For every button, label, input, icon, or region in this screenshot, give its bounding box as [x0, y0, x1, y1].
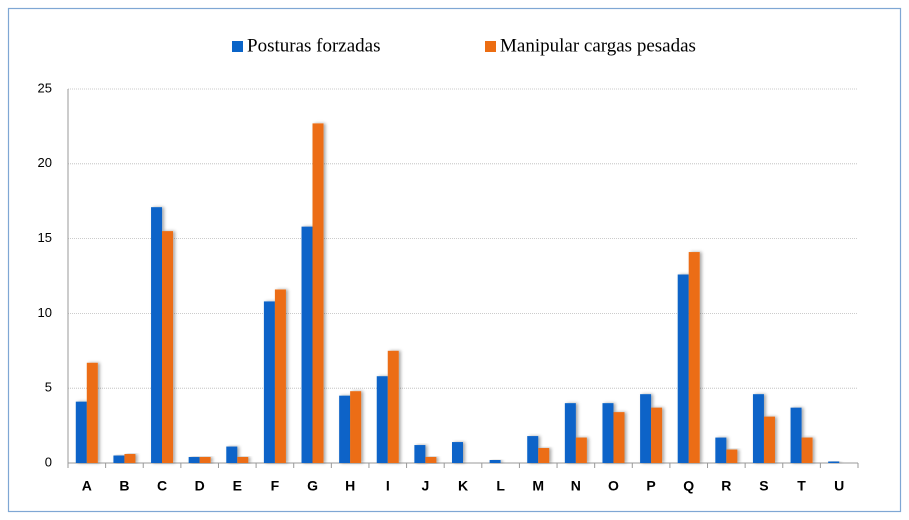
- y-tick-label: 10: [38, 305, 52, 320]
- bar: [376, 376, 388, 463]
- bar: [387, 350, 399, 463]
- bar: [452, 442, 463, 463]
- x-tick-label: Q: [683, 478, 694, 494]
- x-tick-label: C: [157, 478, 167, 494]
- bar: [312, 123, 324, 464]
- bar: [226, 446, 238, 463]
- bar: [564, 403, 576, 463]
- x-tick-label: S: [759, 478, 768, 494]
- bar: [237, 457, 249, 463]
- x-tick-label: U: [834, 478, 844, 494]
- x-tick-label: B: [119, 478, 129, 494]
- x-tick-label: R: [721, 478, 731, 494]
- x-tick-label: F: [271, 478, 280, 494]
- x-tick-label: G: [307, 478, 318, 494]
- bar: [75, 401, 87, 463]
- legend-swatch: [232, 41, 243, 52]
- x-tick-label: I: [386, 478, 390, 494]
- bar: [677, 274, 689, 463]
- bar: [602, 403, 614, 463]
- x-tick-label: J: [421, 478, 429, 494]
- bar: [828, 461, 840, 463]
- bar: [425, 457, 437, 463]
- y-tick-label: 20: [38, 155, 52, 170]
- bar: [489, 460, 501, 463]
- y-tick-label: 15: [38, 230, 52, 245]
- legend-label: Manipular cargas pesadas: [500, 35, 696, 56]
- bar: [752, 394, 764, 463]
- bar: [151, 207, 163, 463]
- bar: [651, 407, 663, 463]
- x-tick-label: E: [233, 478, 242, 494]
- x-tick-label: P: [646, 478, 655, 494]
- bar: [613, 412, 625, 463]
- x-tick-label: M: [532, 478, 544, 494]
- bar: [113, 455, 125, 463]
- bar: [790, 407, 802, 463]
- legend-swatch: [485, 41, 496, 52]
- y-tick-label: 25: [38, 80, 52, 95]
- bar: [301, 226, 313, 463]
- bar: [801, 437, 813, 463]
- x-tick-label: K: [458, 478, 468, 494]
- x-tick-label: A: [82, 478, 92, 494]
- x-tick-label: H: [345, 478, 355, 494]
- bar: [350, 391, 362, 463]
- bar: [688, 252, 700, 463]
- legend-label: Posturas forzadas: [247, 35, 381, 56]
- bar: [726, 449, 738, 463]
- bar: [527, 436, 539, 463]
- x-tick-label: O: [608, 478, 619, 494]
- y-tick-label: 5: [45, 380, 52, 395]
- bar: [575, 437, 587, 463]
- bar: [763, 416, 775, 463]
- x-tick-label: L: [496, 478, 505, 494]
- bar: [640, 394, 652, 463]
- bar: [274, 289, 286, 463]
- bar: [263, 301, 275, 463]
- y-tick-label: 0: [45, 454, 52, 469]
- bar: [715, 437, 727, 463]
- bar: [162, 231, 174, 463]
- x-tick-label: T: [797, 478, 806, 494]
- bar: [188, 457, 200, 463]
- x-tick-label: N: [571, 478, 581, 494]
- bar: [538, 448, 550, 463]
- x-tick-label: D: [195, 478, 205, 494]
- bar: [199, 457, 211, 463]
- bar: [86, 362, 98, 463]
- bar: [124, 454, 136, 463]
- bar: [414, 445, 426, 463]
- bar: [339, 395, 351, 463]
